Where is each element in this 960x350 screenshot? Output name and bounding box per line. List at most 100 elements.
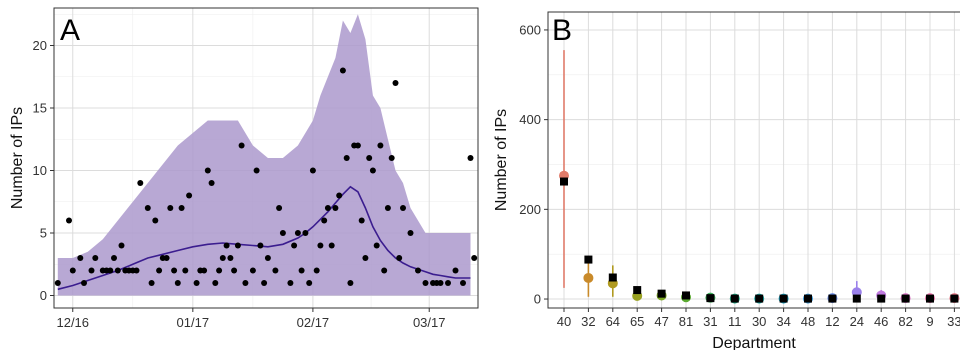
- data-point: [324, 205, 331, 211]
- data-point: [88, 267, 95, 274]
- data-point: [238, 142, 245, 149]
- data-point: [396, 255, 403, 261]
- data-point: [148, 280, 155, 286]
- observed-point: [755, 294, 764, 303]
- data-point: [460, 280, 466, 286]
- data-point: [163, 255, 170, 261]
- y-tick-label: 10: [33, 163, 47, 178]
- x-tick-label: 03/17: [413, 315, 446, 330]
- data-point: [223, 242, 230, 249]
- data-point: [471, 255, 478, 261]
- data-point: [156, 267, 163, 274]
- data-point: [54, 280, 61, 286]
- observed-point: [779, 294, 788, 303]
- data-point: [369, 167, 376, 174]
- y-tick-label: 0: [40, 288, 47, 303]
- data-point: [152, 217, 159, 224]
- observed-point: [706, 294, 715, 303]
- data-point: [182, 267, 189, 274]
- panel-a-border: [53, 7, 479, 309]
- data-point: [133, 267, 140, 274]
- data-point: [208, 180, 215, 186]
- data-point: [332, 205, 339, 211]
- data-point: [298, 267, 305, 274]
- observed-point: [682, 291, 690, 300]
- data-point: [178, 205, 185, 211]
- data-point: [287, 280, 294, 286]
- data-point: [343, 155, 350, 161]
- x-tick-label: 40: [557, 314, 571, 329]
- y-tick-label: 15: [33, 101, 47, 116]
- x-tick-label: 34: [776, 314, 790, 329]
- observed-point: [828, 294, 837, 303]
- y-axis-title: Number of IPs: [9, 107, 26, 209]
- data-point: [309, 167, 316, 174]
- data-point: [407, 230, 414, 236]
- data-point: [279, 230, 286, 236]
- data-point: [204, 167, 211, 174]
- confidence-band: [57, 14, 471, 296]
- data-point: [354, 142, 361, 149]
- data-point: [272, 267, 279, 274]
- observed-point: [730, 294, 739, 303]
- x-tick-label: 82: [898, 314, 912, 329]
- data-point: [377, 142, 384, 149]
- data-point: [306, 280, 313, 286]
- data-point: [384, 205, 391, 211]
- data-point: [219, 255, 226, 261]
- data-point: [467, 155, 474, 161]
- x-tick-label: 33: [947, 314, 960, 329]
- data-point: [437, 280, 444, 286]
- data-point: [358, 217, 365, 224]
- data-point: [216, 267, 223, 274]
- data-point: [111, 255, 117, 261]
- panel-a-chart: 0 5 10 15 20 12/16 01/17 02/17 03/17 Number of IP…: [9, 7, 479, 330]
- data-point: [118, 242, 125, 249]
- x-tick-label: 31: [703, 314, 717, 329]
- x-tick-label: 46: [874, 314, 888, 329]
- observed-point: [657, 289, 666, 298]
- data-point: [81, 280, 87, 286]
- x-tick-label: 9: [926, 314, 933, 329]
- observed-point: [608, 273, 617, 282]
- data-point: [388, 155, 395, 161]
- data-point: [234, 242, 241, 249]
- data-point: [107, 267, 114, 274]
- x-tick-label: 12: [825, 314, 839, 329]
- data-point: [336, 192, 343, 199]
- observed-point: [560, 177, 568, 186]
- observed-point: [804, 294, 812, 303]
- data-point: [261, 280, 268, 286]
- panel-letter-a: A: [60, 14, 80, 47]
- data-point: [114, 267, 121, 274]
- y-tick-label: 0: [534, 292, 541, 307]
- data-point: [317, 242, 324, 249]
- data-point: [167, 205, 174, 211]
- estimate-point: [583, 272, 594, 283]
- x-tick-label: 01/17: [177, 315, 210, 330]
- data-point: [294, 230, 301, 236]
- y-tick-label: 20: [33, 38, 47, 53]
- trend-line: [57, 185, 471, 291]
- panel-b-border: [547, 11, 960, 309]
- x-tick-label: 24: [850, 314, 864, 329]
- data-point: [373, 242, 380, 249]
- data-point: [193, 280, 200, 286]
- y-tick-label: 200: [519, 202, 541, 217]
- data-point: [66, 217, 72, 224]
- data-point: [264, 255, 271, 261]
- x-tick-label: 30: [752, 314, 766, 329]
- x-tick-label: 48: [801, 314, 815, 329]
- data-point: [328, 242, 335, 249]
- data-point: [253, 167, 260, 174]
- x-tick-label: 65: [630, 314, 644, 329]
- x-tick-label: 64: [606, 314, 620, 329]
- data-point: [381, 267, 388, 274]
- data-point: [231, 267, 238, 274]
- data-point: [227, 255, 234, 261]
- data-point: [77, 255, 84, 261]
- data-point: [366, 155, 373, 161]
- data-point: [186, 192, 193, 199]
- observed-point: [852, 294, 861, 303]
